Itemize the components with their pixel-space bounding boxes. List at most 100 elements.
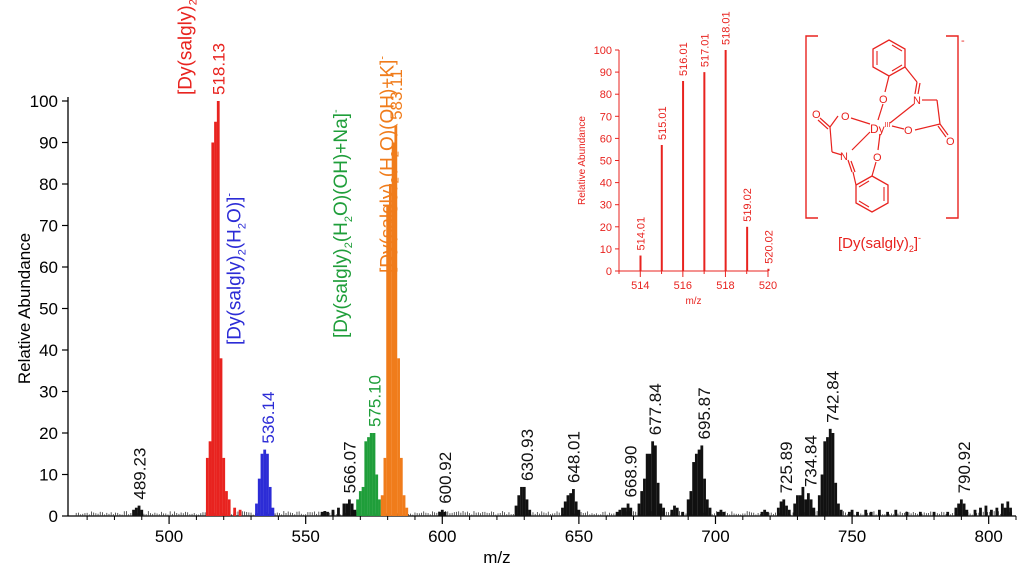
peak-bar [692, 462, 696, 516]
peak-bar [973, 509, 977, 516]
x-tick-label: 750 [838, 527, 866, 546]
peak-bar [651, 441, 655, 516]
peak-bar [268, 486, 272, 516]
inset-y-tick-label: 60 [600, 133, 612, 145]
peak-bar [517, 495, 521, 516]
peak-bar [380, 495, 384, 516]
inset-x-tick-label: 516 [674, 280, 692, 292]
peak-bar [708, 507, 712, 516]
peak-bar [233, 507, 237, 516]
peak-bar [878, 509, 881, 516]
peak-bar [796, 495, 799, 516]
peak-bar [271, 507, 275, 516]
peak-bar [869, 511, 873, 516]
peak-label: 677.84 [646, 383, 665, 435]
inset-y-tick-label: 10 [600, 244, 612, 256]
atom-o-6: O [873, 152, 882, 164]
x-tick-label: 550 [291, 527, 319, 546]
y-tick-label: 20 [39, 424, 58, 443]
inset-y-tick-label: 0 [606, 266, 612, 278]
peak-bar [514, 505, 518, 516]
peak-bar [260, 453, 264, 516]
inset-peak-label: 520.02 [763, 230, 775, 264]
peak-bar [686, 499, 690, 516]
peak-bar [653, 445, 657, 516]
peak-bar [817, 495, 821, 516]
peak-bar [782, 499, 786, 516]
inset-peak-label: 518.01 [721, 11, 733, 45]
peak-bar [656, 482, 660, 516]
inset-y-tick-label: 70 [600, 111, 612, 123]
peak-bar [801, 486, 805, 516]
peak-bar [211, 142, 215, 516]
inset-x-tick-label: 520 [759, 280, 777, 292]
peak-bar [378, 499, 381, 516]
inset-x-tick-label: 514 [631, 280, 649, 292]
peak-bar [823, 441, 827, 516]
peak-bar [397, 358, 400, 516]
peak-bar [700, 445, 704, 516]
peak-bar [615, 511, 619, 516]
structure-charge: - [961, 35, 965, 47]
atom-n-2: N [840, 151, 848, 163]
peak-bar [623, 507, 627, 516]
peak-bar [399, 457, 403, 516]
peak-bar [798, 495, 802, 516]
peak-bar [205, 457, 209, 516]
peak-bar [134, 507, 138, 516]
peak-bar [320, 511, 324, 516]
peak-bar [361, 486, 365, 516]
species-label: [Dy(salgly)2(H2O)(OH)+Na]- [330, 109, 355, 338]
atom-o-4: O [904, 125, 913, 137]
peak-bar [621, 507, 624, 516]
species-label: [Dy(salgly)2]- [174, 0, 199, 95]
peak-bar [659, 503, 663, 516]
peak-label: 489.23 [131, 448, 150, 500]
peak-bar [719, 509, 723, 516]
y-tick-label: 80 [39, 175, 58, 194]
peak-bar [645, 453, 649, 516]
peak-bar [438, 511, 441, 516]
peak-bar [847, 511, 851, 516]
y-tick-label: 100 [30, 92, 58, 111]
peak-bar [806, 493, 810, 516]
peak-bar [323, 511, 327, 516]
peak-bar [760, 511, 764, 516]
x-tick-label: 650 [565, 527, 593, 546]
species-label: [Dy(salgly)2(H2O)]- [224, 193, 249, 345]
peak-bar [222, 457, 226, 516]
dy-salgly-structure: - O N [805, 35, 965, 254]
y-tick-label: 0 [49, 507, 58, 526]
peak-bar [331, 509, 335, 516]
y-axis-label: Relative Abundance [15, 233, 34, 384]
peak-bar [263, 449, 267, 516]
peak-bar [255, 503, 258, 516]
peak-bar [648, 453, 652, 516]
peak-bar [266, 453, 269, 516]
peak-bar [358, 491, 362, 516]
peak-bar [959, 499, 963, 516]
peak-bar [405, 507, 409, 516]
x-tick-label: 800 [974, 527, 1002, 546]
peak-bar [839, 509, 843, 516]
peak-label: 734.84 [802, 435, 821, 487]
peak-label: 536.14 [259, 392, 278, 444]
peak-bar [905, 511, 909, 516]
peak-bar [345, 503, 349, 516]
y-tick-label: 90 [39, 134, 58, 153]
inset-peak-label: 519.02 [742, 188, 754, 222]
peak-bar [561, 507, 564, 516]
peak-bar [681, 511, 685, 516]
peak-bar [856, 511, 859, 516]
peak-bar [812, 507, 816, 516]
atom-o-3: O [812, 109, 821, 121]
peak-bar [640, 491, 644, 516]
peak-bar [326, 511, 329, 516]
peak-bar [372, 433, 376, 516]
peak-bar [520, 486, 523, 516]
peak-label: 600.92 [436, 452, 455, 504]
dy-center: DyIII [870, 122, 891, 136]
peak-label: 575.10 [365, 375, 384, 427]
peak-bar [918, 511, 922, 516]
peak-bar [828, 428, 832, 516]
